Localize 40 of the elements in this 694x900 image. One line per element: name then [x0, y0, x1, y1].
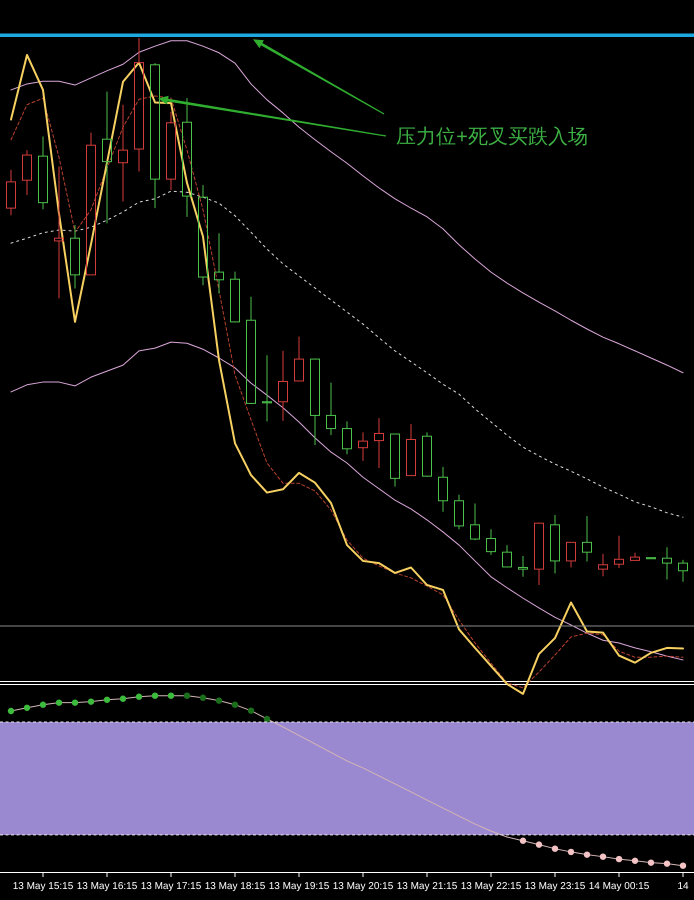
- point: [616, 856, 622, 862]
- point: [200, 694, 206, 701]
- x-tick-label: 13 May 15:15: [12, 881, 74, 892]
- x-tick-label: 14: [677, 881, 689, 892]
- x-tick-label: 13 May 19:15: [268, 881, 330, 892]
- point: [232, 702, 238, 708]
- point: [72, 699, 78, 706]
- point: [136, 694, 142, 700]
- point: [600, 853, 606, 860]
- point: [264, 716, 270, 722]
- point: [552, 846, 558, 852]
- point: [216, 697, 222, 704]
- x-tick-label: 13 May 18:15: [204, 881, 266, 892]
- point: [584, 851, 590, 858]
- point: [88, 698, 94, 705]
- point: [248, 707, 254, 714]
- point: [680, 862, 686, 869]
- point: [104, 696, 110, 703]
- point: [520, 838, 526, 844]
- x-tick-label: 14 May 00:15: [588, 881, 650, 892]
- point: [184, 692, 190, 699]
- x-tick-label: 13 May 16:15: [76, 881, 138, 892]
- point: [40, 702, 46, 708]
- point: [8, 708, 14, 714]
- x-tick-label: 13 May 21:15: [396, 881, 458, 892]
- x-tick-label: 13 May 22:15: [460, 881, 522, 892]
- point: [152, 692, 158, 699]
- x-tick-label: 13 May 17:15: [140, 881, 202, 892]
- point: [120, 696, 126, 702]
- point: [24, 704, 30, 711]
- point: [568, 848, 574, 856]
- point: [168, 692, 174, 699]
- x-tick-label: 13 May 20:15: [332, 881, 394, 892]
- point: [664, 860, 670, 867]
- point: [648, 859, 654, 866]
- annotation: 压力位+死叉买跌入场: [396, 126, 588, 148]
- point: [56, 699, 62, 706]
- point: [536, 841, 542, 848]
- x-tick-label: 13 May 23:15: [524, 881, 586, 892]
- point: [632, 858, 638, 864]
